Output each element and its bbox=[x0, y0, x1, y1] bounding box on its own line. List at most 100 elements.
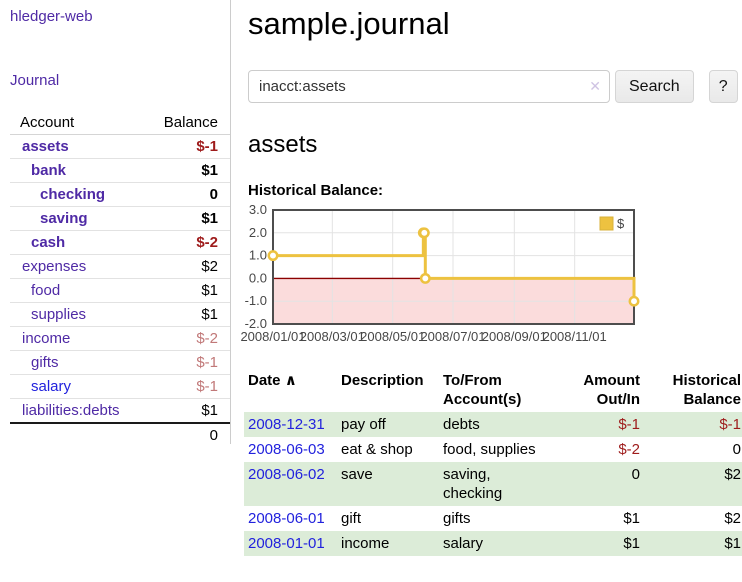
transaction-accounts: saving, checking bbox=[443, 466, 503, 502]
legend-label: $ bbox=[617, 216, 625, 231]
description-column-header: Description bbox=[341, 372, 424, 389]
transaction-date-link[interactable]: 2008-12-31 bbox=[248, 416, 325, 433]
accounts-total-row: 0 bbox=[10, 422, 230, 446]
chart-title: Historical Balance: bbox=[248, 182, 384, 199]
account-balance: $-1 bbox=[196, 378, 218, 395]
search-input[interactable] bbox=[248, 70, 610, 103]
account-balance: $1 bbox=[201, 306, 218, 323]
data-point-marker bbox=[418, 227, 430, 239]
x-tick-label: 2008/09/01 bbox=[482, 329, 547, 344]
balance-column-header: Balance bbox=[163, 114, 218, 131]
account-balance: $-1 bbox=[196, 138, 218, 155]
account-row: salary $-1 bbox=[10, 375, 230, 399]
account-balance: $1 bbox=[201, 402, 218, 419]
transaction-balance: $-1 bbox=[719, 416, 741, 433]
x-tick-label: 2008/07/01 bbox=[420, 329, 485, 344]
transaction-amount: $1 bbox=[623, 535, 640, 552]
accounts-table-header: Account Balance bbox=[10, 111, 230, 135]
account-link-checking[interactable]: checking bbox=[40, 186, 106, 203]
data-point-marker bbox=[419, 272, 431, 284]
transaction-description: save bbox=[341, 466, 373, 483]
transaction-balance: $2 bbox=[724, 510, 741, 527]
account-row: checking 0 bbox=[10, 183, 230, 207]
accounts-table: Account Balance assets $-1 bank $1 check… bbox=[10, 111, 230, 446]
date-column-header[interactable]: Date ∧ bbox=[248, 372, 297, 389]
transaction-balance: $2 bbox=[724, 466, 741, 483]
sort-ascending-icon[interactable]: ∧ bbox=[284, 372, 297, 389]
clear-search-icon[interactable]: ✕ bbox=[589, 78, 601, 94]
app-brand[interactable]: hledger-web bbox=[10, 8, 93, 25]
transaction-description: gift bbox=[341, 510, 362, 527]
transaction-date-link[interactable]: 2008-01-01 bbox=[248, 535, 325, 552]
register-table: Date ∧ Description To/From Account(s) Am… bbox=[244, 368, 742, 556]
account-link-supplies[interactable]: supplies bbox=[31, 306, 87, 323]
account-row: food $1 bbox=[10, 279, 230, 303]
accounts-column-header: To/From Account(s) bbox=[443, 372, 522, 408]
data-point-marker bbox=[267, 250, 279, 262]
y-tick-label: -1.0 bbox=[245, 293, 267, 308]
account-link-assets[interactable]: assets bbox=[22, 138, 69, 155]
transaction-date-link[interactable]: 2008-06-03 bbox=[248, 441, 325, 458]
account-balance: $-2 bbox=[196, 234, 218, 251]
account-row: income $-2 bbox=[10, 327, 230, 351]
search-input-wrap: ✕ bbox=[248, 70, 610, 103]
account-column-header: Account bbox=[20, 114, 75, 131]
transaction-description: eat & shop bbox=[341, 441, 413, 458]
transaction-accounts: debts bbox=[443, 416, 480, 433]
account-link-gifts[interactable]: gifts bbox=[31, 354, 59, 371]
account-balance: $1 bbox=[201, 210, 218, 227]
account-row: gifts $-1 bbox=[10, 351, 230, 375]
account-link-food[interactable]: food bbox=[31, 282, 61, 299]
search-button[interactable]: Search bbox=[615, 70, 694, 103]
transaction-row: 2008-01-01 income salary $1 $1 bbox=[244, 531, 742, 556]
transaction-accounts: salary bbox=[443, 535, 484, 552]
account-balance: 0 bbox=[209, 186, 218, 203]
account-link-liabilities-debts[interactable]: liabilities:debts bbox=[22, 402, 120, 419]
account-row: bank $1 bbox=[10, 159, 230, 183]
y-tick-label: 2.0 bbox=[249, 225, 267, 240]
y-tick-label: -2.0 bbox=[245, 316, 267, 331]
balance-column-header: Historical Balance bbox=[672, 372, 741, 408]
chart-wrap: $3.0 2.0 1.0 0.0 -1.0 -2.0 2008/01/01 2008/03/0… bbox=[240, 202, 742, 353]
search-form: ✕ Search ? bbox=[248, 70, 742, 103]
x-tick-label: 2008/03/01 bbox=[300, 329, 365, 344]
account-link-salary[interactable]: salary bbox=[31, 378, 72, 395]
account-row: expenses $2 bbox=[10, 255, 230, 279]
account-row: saving $1 bbox=[10, 207, 230, 231]
account-link-bank[interactable]: bank bbox=[31, 162, 67, 179]
x-tick-label: 2008/01/01 bbox=[240, 329, 305, 344]
accounts-total-value: 0 bbox=[209, 426, 218, 444]
amount-column-header: Amount Out/In bbox=[583, 372, 640, 408]
account-row: cash $-2 bbox=[10, 231, 230, 255]
data-point-marker bbox=[628, 295, 640, 307]
account-row: assets $-1 bbox=[10, 135, 230, 159]
transaction-row: 2008-06-03 eat & shop food, supplies $-2… bbox=[244, 437, 742, 462]
account-link-saving[interactable]: saving bbox=[40, 210, 88, 227]
account-link-income[interactable]: income bbox=[22, 330, 71, 347]
plot-border bbox=[272, 209, 635, 325]
transaction-description: pay off bbox=[341, 416, 386, 433]
sidebar-nav: Journal bbox=[10, 72, 230, 90]
transaction-amount: $-2 bbox=[618, 441, 640, 458]
account-balance: $1 bbox=[201, 162, 218, 179]
transaction-date-link[interactable]: 2008-06-01 bbox=[248, 510, 325, 527]
transaction-row: 2008-06-01 gift gifts $1 $2 bbox=[244, 506, 742, 531]
transaction-date-link[interactable]: 2008-06-02 bbox=[248, 466, 325, 483]
account-balance: $-1 bbox=[196, 354, 218, 371]
sidebar: hledger-web Journal Account Balance asse… bbox=[0, 0, 231, 444]
transaction-row: 2008-12-31 pay off debts $-1 $-1 bbox=[244, 412, 742, 437]
account-row: liabilities:debts $1 bbox=[10, 399, 230, 423]
transaction-description: income bbox=[341, 535, 390, 552]
page-title: sample.journal bbox=[248, 6, 450, 41]
help-button[interactable]: ? bbox=[708, 70, 738, 103]
account-row: supplies $1 bbox=[10, 303, 230, 327]
transaction-balance: 0 bbox=[732, 441, 741, 458]
register-header-row: Date ∧ Description To/From Account(s) Am… bbox=[244, 368, 742, 412]
historical-balance-chart: $3.0 2.0 1.0 0.0 -1.0 -2.02008/01/012008/03/0… bbox=[240, 202, 640, 344]
y-tick-label: 3.0 bbox=[249, 202, 267, 217]
y-tick-label: 1.0 bbox=[249, 248, 267, 263]
main-content: sample.journal ✕ Search ? assets Histori… bbox=[231, 0, 742, 582]
sidebar-item-journal[interactable]: Journal bbox=[10, 72, 60, 89]
account-link-expenses[interactable]: expenses bbox=[22, 258, 87, 275]
account-link-cash[interactable]: cash bbox=[31, 234, 66, 251]
